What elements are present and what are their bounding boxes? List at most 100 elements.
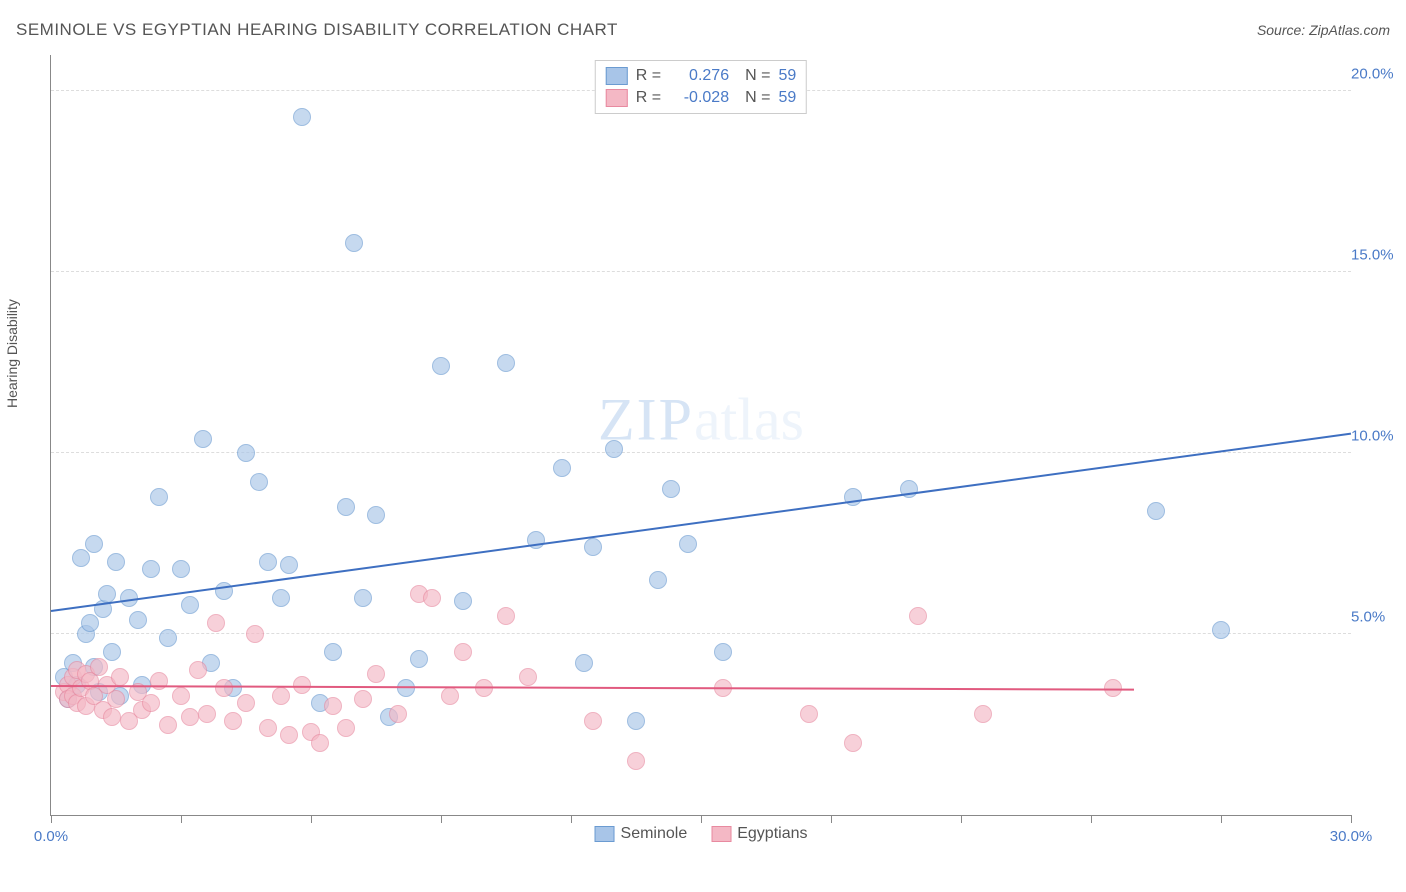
scatter-point (103, 643, 121, 661)
scatter-point (497, 354, 515, 372)
scatter-point (324, 697, 342, 715)
legend-swatch (711, 826, 731, 842)
legend-label: Seminole (621, 825, 688, 843)
scatter-point (172, 687, 190, 705)
scatter-point (311, 734, 329, 752)
r-label: R = (636, 67, 661, 85)
scatter-point (259, 553, 277, 571)
scatter-point (142, 560, 160, 578)
scatter-point (454, 643, 472, 661)
legend-stats-row: R = -0.028 N = 59 (606, 87, 796, 109)
legend-bottom: Seminole Egyptians (595, 825, 808, 843)
scatter-point (844, 734, 862, 752)
scatter-point (397, 679, 415, 697)
scatter-point (293, 108, 311, 126)
scatter-point (337, 498, 355, 516)
scatter-point (553, 459, 571, 477)
scatter-point (215, 582, 233, 600)
scatter-point (111, 668, 129, 686)
n-label: N = (745, 89, 770, 107)
scatter-point (441, 687, 459, 705)
x-tick (181, 815, 182, 823)
scatter-point (172, 560, 190, 578)
scatter-point (150, 672, 168, 690)
scatter-point (974, 705, 992, 723)
scatter-point (800, 705, 818, 723)
scatter-point (150, 488, 168, 506)
trend-line (51, 685, 1134, 691)
scatter-point (354, 690, 372, 708)
legend-swatch (606, 89, 628, 107)
scatter-point (189, 661, 207, 679)
y-tick-label: 10.0% (1351, 428, 1401, 445)
chart-container: ZIPatlas R =0.276N =59R =-0.028N =59 Sem… (50, 55, 1390, 815)
legend-item: Seminole (595, 825, 688, 843)
scatter-point (272, 589, 290, 607)
scatter-point (1212, 621, 1230, 639)
legend-item: Egyptians (711, 825, 807, 843)
x-tick (51, 815, 52, 823)
x-tick (571, 815, 572, 823)
scatter-point (207, 614, 225, 632)
scatter-point (159, 716, 177, 734)
legend-label: Egyptians (737, 825, 807, 843)
scatter-point (280, 556, 298, 574)
scatter-point (198, 705, 216, 723)
scatter-point (627, 712, 645, 730)
scatter-point (90, 658, 108, 676)
scatter-point (280, 726, 298, 744)
scatter-point (142, 694, 160, 712)
chart-source: Source: ZipAtlas.com (1257, 22, 1390, 38)
n-value: 59 (778, 89, 796, 107)
scatter-point (107, 553, 125, 571)
chart-title: SEMINOLE VS EGYPTIAN HEARING DISABILITY … (16, 20, 618, 40)
r-value: 0.276 (669, 67, 729, 85)
scatter-point (627, 752, 645, 770)
x-tick (1351, 815, 1352, 823)
scatter-point (345, 234, 363, 252)
scatter-point (181, 596, 199, 614)
y-tick-label: 15.0% (1351, 247, 1401, 264)
y-axis-label: Hearing Disability (4, 299, 20, 408)
scatter-point (159, 629, 177, 647)
scatter-point (584, 538, 602, 556)
scatter-point (81, 614, 99, 632)
scatter-point (454, 592, 472, 610)
scatter-point (293, 676, 311, 694)
x-tick (1091, 815, 1092, 823)
y-tick-label: 20.0% (1351, 66, 1401, 83)
x-tick (701, 815, 702, 823)
scatter-point (367, 665, 385, 683)
scatter-point (497, 607, 515, 625)
scatter-point (432, 357, 450, 375)
scatter-point (337, 719, 355, 737)
scatter-point (1147, 502, 1165, 520)
scatter-point (85, 535, 103, 553)
watermark: ZIPatlas (598, 385, 804, 454)
legend-stats-row: R =0.276N =59 (606, 65, 796, 87)
scatter-point (246, 625, 264, 643)
scatter-point (662, 480, 680, 498)
scatter-point (181, 708, 199, 726)
scatter-point (194, 430, 212, 448)
scatter-point (679, 535, 697, 553)
chart-header: SEMINOLE VS EGYPTIAN HEARING DISABILITY … (16, 20, 1390, 40)
legend-swatch (595, 826, 615, 842)
scatter-point (237, 694, 255, 712)
scatter-point (259, 719, 277, 737)
scatter-point (103, 708, 121, 726)
x-tick-label: 0.0% (34, 828, 68, 845)
scatter-point (584, 712, 602, 730)
scatter-point (649, 571, 667, 589)
x-tick (311, 815, 312, 823)
legend-stats-box: R = 0.276 N = 59R = -0.028 N = 59 (595, 60, 807, 114)
scatter-point (250, 473, 268, 491)
scatter-point (575, 654, 593, 672)
r-label: R = (636, 89, 661, 107)
y-gridline (51, 271, 1351, 272)
x-tick (961, 815, 962, 823)
r-value: -0.028 (669, 89, 729, 107)
x-tick (831, 815, 832, 823)
scatter-point (354, 589, 372, 607)
legend-swatch (606, 67, 628, 85)
